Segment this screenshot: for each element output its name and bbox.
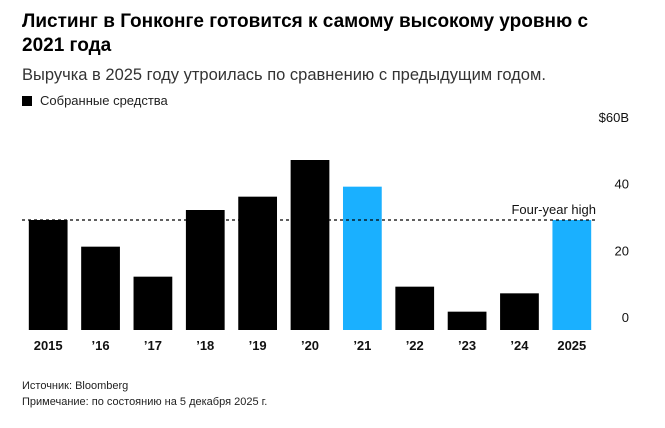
bar	[133, 276, 173, 330]
y-tick-label: 40	[615, 177, 629, 192]
source: Источник: Bloomberg	[22, 380, 129, 392]
x-tick-label: ’21	[353, 338, 371, 353]
x-tick-label: ’23	[458, 338, 476, 353]
bar	[395, 286, 435, 330]
legend: Собранные средства	[22, 93, 168, 108]
reference-label: Four-year high	[511, 202, 596, 217]
y-tick-label: $60B	[599, 110, 629, 125]
x-tick-label: 2015	[34, 338, 63, 353]
y-tick-label: 0	[622, 310, 629, 325]
y-tick-label: 20	[615, 243, 629, 258]
bar	[552, 220, 592, 330]
chart-subtitle: Выручка в 2025 году утроилась по сравнен…	[22, 66, 546, 84]
x-tick-label: ’20	[301, 338, 319, 353]
bar	[290, 160, 330, 330]
legend-swatch	[22, 95, 32, 106]
x-tick-label: ’16	[92, 338, 110, 353]
bar	[342, 186, 382, 330]
bar	[447, 311, 487, 330]
note: Примечание: по состоянию на 5 декабря 20…	[22, 396, 268, 408]
chart-title: Листинг в Гонконге готовится к самому вы…	[22, 11, 589, 56]
x-tick-label: 2025	[557, 338, 586, 353]
x-tick-label: ’17	[144, 338, 162, 353]
x-tick-label: ’24	[510, 338, 529, 353]
legend-label: Собранные средства	[40, 93, 168, 108]
bar	[238, 196, 278, 330]
bar	[81, 246, 120, 330]
x-tick-label: ’18	[196, 338, 214, 353]
x-tick-label: ’19	[249, 338, 267, 353]
bar	[500, 293, 539, 330]
bar	[185, 210, 225, 330]
x-tick-label: ’22	[406, 338, 424, 353]
bar	[28, 220, 68, 330]
